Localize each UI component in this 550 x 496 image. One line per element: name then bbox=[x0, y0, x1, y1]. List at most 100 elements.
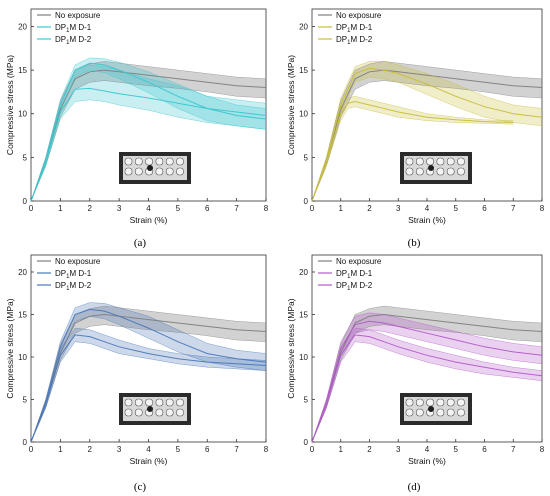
y-tick-label: 10 bbox=[299, 110, 308, 119]
specimen-cell bbox=[446, 167, 455, 176]
legend-label-2: DP1M D-1 bbox=[336, 23, 373, 34]
specimen-image bbox=[119, 152, 191, 184]
specimen-cell bbox=[145, 398, 153, 407]
legend-label-3: DP1M D-2 bbox=[55, 281, 92, 292]
series-line-3 bbox=[311, 334, 543, 443]
specimen-cell bbox=[446, 157, 455, 166]
x-tick-label: 0 bbox=[310, 204, 315, 213]
series-upper-edge-2 bbox=[311, 312, 543, 443]
specimen-cell bbox=[135, 408, 143, 417]
specimen-cell bbox=[415, 157, 424, 166]
y-tick-label: 0 bbox=[23, 438, 28, 447]
specimen-cell bbox=[426, 157, 434, 166]
series-line-2 bbox=[30, 62, 267, 202]
series-line-3 bbox=[30, 334, 267, 443]
specimen-cell bbox=[135, 167, 143, 176]
series-upper-edge-3 bbox=[311, 96, 514, 202]
x-axis-title: Strain (%) bbox=[408, 215, 446, 225]
panel-caption: (a) bbox=[134, 237, 147, 249]
y-tick-label: 15 bbox=[18, 311, 27, 320]
specimen-cell bbox=[176, 167, 184, 176]
y-tick-label: 15 bbox=[299, 66, 308, 75]
specimen-cell bbox=[165, 398, 174, 407]
x-tick-label: 5 bbox=[176, 204, 181, 213]
chart-panel-2: 0 1 2 3 4 5 6 7 8 0 5 10 15 20 Strain (%) Compressive s… bbox=[286, 8, 545, 249]
series-lower-edge-3 bbox=[30, 341, 267, 443]
x-tick-label: 7 bbox=[511, 445, 516, 454]
y-axis-title: Compressive stress (MPa) bbox=[286, 298, 296, 398]
specimen-cell bbox=[446, 398, 455, 407]
legend-label-1: No exposure bbox=[336, 257, 382, 266]
series-upper-edge-2 bbox=[30, 57, 267, 202]
x-axis-title: Strain (%) bbox=[130, 456, 168, 466]
y-axis-title: Compressive stress (MPa) bbox=[5, 55, 15, 155]
series-line-1 bbox=[311, 313, 543, 443]
legend-label-3: DP1M D-2 bbox=[336, 281, 373, 292]
specimen-cell bbox=[405, 167, 414, 176]
specimen-cell bbox=[415, 398, 424, 407]
series-lower-edge-1 bbox=[30, 80, 267, 202]
y-tick-label: 15 bbox=[18, 66, 27, 75]
x-tick-label: 4 bbox=[146, 445, 151, 454]
specimen-hole bbox=[147, 165, 153, 171]
legend-label-2: DP1M D-1 bbox=[336, 269, 373, 280]
x-tick-label: 0 bbox=[29, 445, 34, 454]
x-tick-label: 2 bbox=[367, 445, 372, 454]
specimen-cell bbox=[436, 157, 445, 166]
y-tick-label: 15 bbox=[299, 311, 308, 320]
series-band-2 bbox=[312, 312, 542, 442]
series-lower-edge-1 bbox=[311, 80, 543, 202]
specimen-cell bbox=[145, 157, 153, 166]
series-line-1 bbox=[30, 313, 267, 443]
specimen-cell bbox=[457, 157, 465, 166]
y-tick-label: 10 bbox=[299, 353, 308, 362]
specimen-hole bbox=[428, 165, 434, 171]
specimen-cell bbox=[446, 408, 455, 417]
y-tick-label: 20 bbox=[18, 268, 27, 277]
x-tick-label: 8 bbox=[540, 445, 545, 454]
y-tick-label: 5 bbox=[23, 153, 28, 162]
series-lower-edge-3 bbox=[30, 99, 267, 202]
series-upper-edge-1 bbox=[311, 61, 543, 202]
x-tick-label: 6 bbox=[205, 445, 210, 454]
series-band-3 bbox=[312, 328, 542, 442]
series-lower-edge-1 bbox=[30, 324, 267, 443]
specimen-image bbox=[400, 393, 472, 425]
specimen-cell bbox=[124, 157, 133, 166]
y-tick-label: 20 bbox=[299, 22, 308, 31]
x-tick-label: 2 bbox=[367, 204, 372, 213]
specimen-image bbox=[400, 152, 472, 184]
y-tick-label: 0 bbox=[304, 197, 309, 206]
y-tick-label: 10 bbox=[18, 353, 27, 362]
x-tick-label: 3 bbox=[117, 445, 122, 454]
specimen-cell bbox=[457, 408, 465, 417]
x-tick-label: 2 bbox=[88, 204, 93, 213]
x-tick-label: 1 bbox=[339, 445, 344, 454]
series-upper-edge-3 bbox=[311, 327, 543, 443]
x-tick-label: 8 bbox=[264, 204, 269, 213]
series-lower-edge-3 bbox=[311, 341, 543, 443]
series-upper-edge-3 bbox=[30, 64, 267, 202]
y-axis-title: Compressive stress (MPa) bbox=[286, 55, 296, 155]
specimen-cell bbox=[176, 157, 184, 166]
legend-label-1: No exposure bbox=[336, 11, 382, 20]
y-tick-label: 5 bbox=[304, 396, 309, 405]
chart-panel-4: 0 1 2 3 4 5 6 7 8 0 5 10 15 20 Strain (%) Compressive s… bbox=[286, 254, 545, 493]
series-lower-edge-3 bbox=[311, 106, 514, 202]
x-tick-label: 8 bbox=[264, 445, 269, 454]
y-tick-label: 5 bbox=[304, 153, 309, 162]
x-tick-label: 2 bbox=[88, 445, 93, 454]
series-upper-edge-1 bbox=[311, 305, 543, 443]
series-band-3 bbox=[31, 64, 266, 202]
series-upper-edge-2 bbox=[311, 61, 543, 202]
legend-label-2: DP1M D-1 bbox=[55, 269, 92, 280]
specimen-cell bbox=[155, 408, 164, 417]
series-line-2 bbox=[311, 67, 543, 202]
panel-caption: (b) bbox=[408, 237, 421, 249]
y-tick-label: 20 bbox=[18, 22, 27, 31]
series-line-1 bbox=[30, 69, 267, 202]
specimen-cell bbox=[436, 398, 445, 407]
specimen-hole bbox=[147, 406, 153, 412]
x-axis-title: Strain (%) bbox=[130, 215, 168, 225]
